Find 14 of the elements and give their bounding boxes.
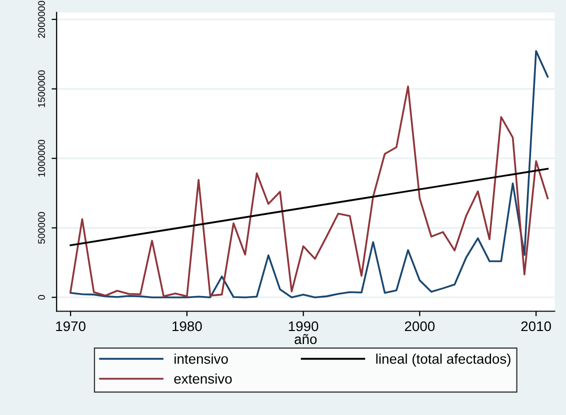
x-axis-title: año — [294, 334, 317, 344]
y-tick-label: 0 — [38, 295, 45, 300]
legend-label: extensivo — [174, 374, 232, 384]
y-tick-label: 500000 — [38, 212, 45, 244]
x-tick-label: 1980 — [172, 321, 202, 332]
x-tick-label: 1990 — [288, 321, 318, 332]
legend-label: lineal (total afectados) — [376, 354, 510, 367]
y-tick-label: 1500000 — [38, 70, 45, 108]
legend-label: intensivo — [174, 354, 228, 364]
x-tick-label: 1970 — [56, 321, 86, 332]
x-tick-label: 2010 — [521, 321, 551, 332]
y-tick-label: 1000000 — [38, 140, 45, 177]
x-tick-label: 2000 — [404, 321, 435, 332]
y-tick-label: 2000000 — [38, 0, 45, 38]
